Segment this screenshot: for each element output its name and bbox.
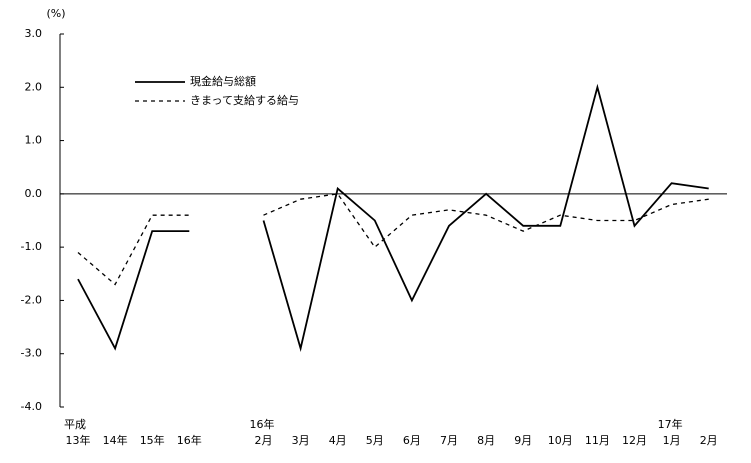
x-tick-group-label: 16年 — [250, 417, 275, 431]
y-tick-label: 2.0 — [25, 80, 43, 93]
series-line — [77, 83, 709, 352]
y-tick-label: -1.0 — [21, 240, 42, 253]
x-tick-label: 9月 — [514, 434, 532, 447]
y-tick-label: 3.0 — [25, 27, 43, 40]
x-tick-label: 8月 — [477, 434, 495, 447]
x-tick-label: 12月 — [622, 434, 647, 447]
x-tick-label: 1月 — [663, 434, 681, 447]
legend-label: 現金給与総額 — [190, 74, 256, 88]
y-tick-label: -2.0 — [21, 293, 42, 306]
x-tick-label: 2月 — [700, 434, 718, 447]
x-tick-label: 13年 — [66, 433, 91, 447]
y-tick-label: 0.0 — [25, 187, 43, 200]
x-tick-group-label: 17年 — [658, 417, 683, 431]
x-tick-label: 16年 — [177, 433, 202, 447]
x-tick-group-label: 平成 — [64, 418, 86, 431]
x-tick-label: 5月 — [366, 434, 384, 447]
legend-label: きまって支給する給与 — [190, 93, 299, 107]
x-tick-label: 14年 — [103, 433, 128, 447]
x-tick-label: 2月 — [255, 434, 273, 447]
x-tick-label: 4月 — [329, 434, 347, 447]
y-tick-label: -3.0 — [21, 347, 42, 360]
x-tick-label: 6月 — [403, 434, 421, 447]
series-line — [77, 193, 709, 286]
y-tick-label: 1.0 — [25, 134, 43, 147]
y-unit-label: (%) — [46, 7, 65, 20]
y-tick-label: -4.0 — [21, 400, 42, 413]
x-tick-label: 7月 — [440, 434, 458, 447]
x-tick-label: 3月 — [292, 434, 310, 447]
x-tick-label: 11月 — [585, 434, 610, 447]
x-tick-label: 10月 — [548, 434, 573, 447]
x-tick-label: 15年 — [140, 433, 165, 447]
